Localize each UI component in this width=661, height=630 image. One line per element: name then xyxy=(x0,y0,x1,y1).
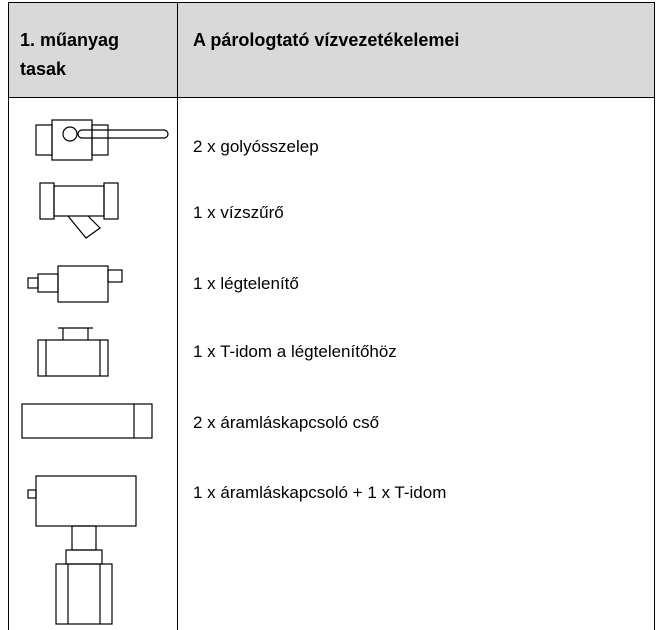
column-divider xyxy=(177,2,178,630)
filter-icon xyxy=(39,182,119,239)
row-text: 1 x légtelenítő xyxy=(193,274,299,293)
valve-icon xyxy=(35,119,169,161)
row-text: 1 x T-idom a légtelenítőhöz xyxy=(193,342,397,361)
tee-icon xyxy=(37,327,109,377)
flow-switch-icon xyxy=(27,475,137,625)
header-cell: A párologtató vízvezetékelemei xyxy=(193,30,460,50)
table-header xyxy=(8,2,655,98)
table-border xyxy=(654,2,655,630)
row-text: 2 x áramláskapcsoló cső xyxy=(193,413,380,432)
table-border xyxy=(8,2,9,630)
header-cell: 1. műanyag tasak xyxy=(20,30,120,79)
pipe-icon xyxy=(21,403,153,439)
row-text: 2 x golyósszelep xyxy=(193,137,319,156)
row-text: 1 x áramláskapcsoló + 1 x T-idom xyxy=(193,483,447,502)
row-text: 1 x vízszűrő xyxy=(193,203,284,222)
vent-icon xyxy=(27,265,123,303)
